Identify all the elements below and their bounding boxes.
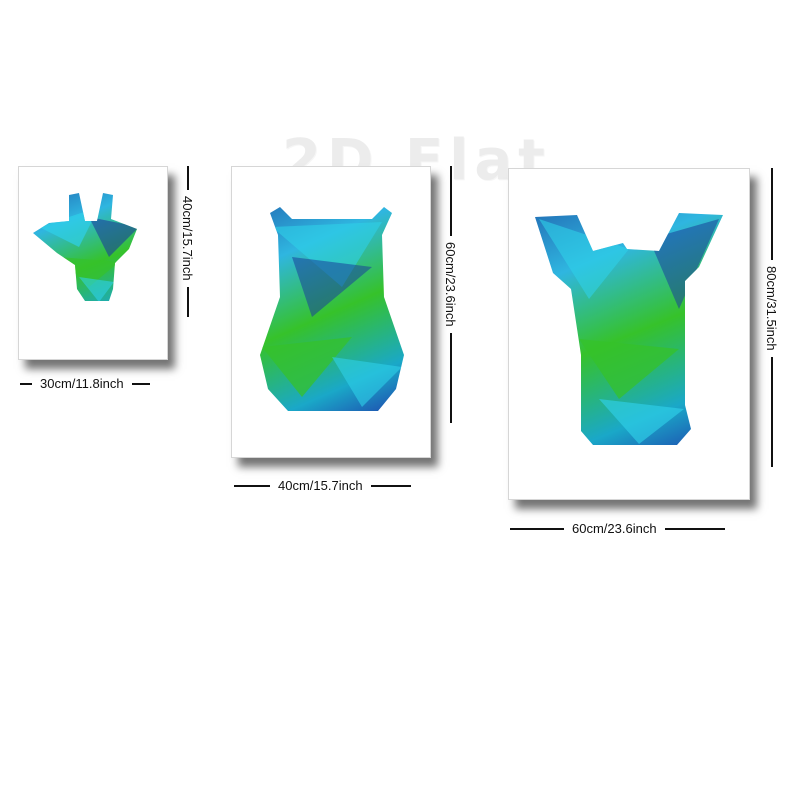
dimension-line — [186, 286, 189, 317]
dimension-line — [664, 527, 725, 530]
dimension-line — [770, 168, 773, 260]
dimension-line — [370, 484, 411, 487]
dimension-line — [20, 382, 32, 385]
height-dimension-zebra: 80cm/31.5inch — [764, 168, 779, 467]
panel-zebra — [508, 168, 750, 500]
width-dimension-giraffe: 30cm/11.8inch — [20, 376, 150, 391]
dimension-line — [510, 527, 564, 530]
panel-giraffe — [18, 166, 168, 360]
dimension-line — [186, 166, 189, 190]
width-label: 30cm/11.8inch — [40, 376, 124, 391]
height-label: 60cm/23.6inch — [443, 242, 458, 327]
height-dimension-bear: 60cm/23.6inch — [443, 166, 458, 423]
dimension-line — [770, 356, 773, 467]
height-label: 80cm/31.5inch — [764, 266, 779, 351]
width-label: 60cm/23.6inch — [572, 521, 657, 536]
dimension-line — [449, 166, 452, 236]
width-label: 40cm/15.7inch — [278, 478, 363, 493]
dimension-line — [449, 332, 452, 423]
giraffe-head-art — [33, 193, 137, 301]
zebra-head-art — [535, 213, 723, 445]
dimension-line — [131, 382, 150, 385]
width-dimension-zebra: 60cm/23.6inch — [510, 521, 725, 536]
bear-head-art — [260, 207, 404, 411]
panel-bear — [231, 166, 431, 458]
height-label: 40cm/15.7inch — [180, 196, 195, 281]
width-dimension-bear: 40cm/15.7inch — [234, 478, 411, 493]
height-dimension-giraffe: 40cm/15.7inch — [180, 166, 195, 317]
dimension-line — [234, 484, 270, 487]
